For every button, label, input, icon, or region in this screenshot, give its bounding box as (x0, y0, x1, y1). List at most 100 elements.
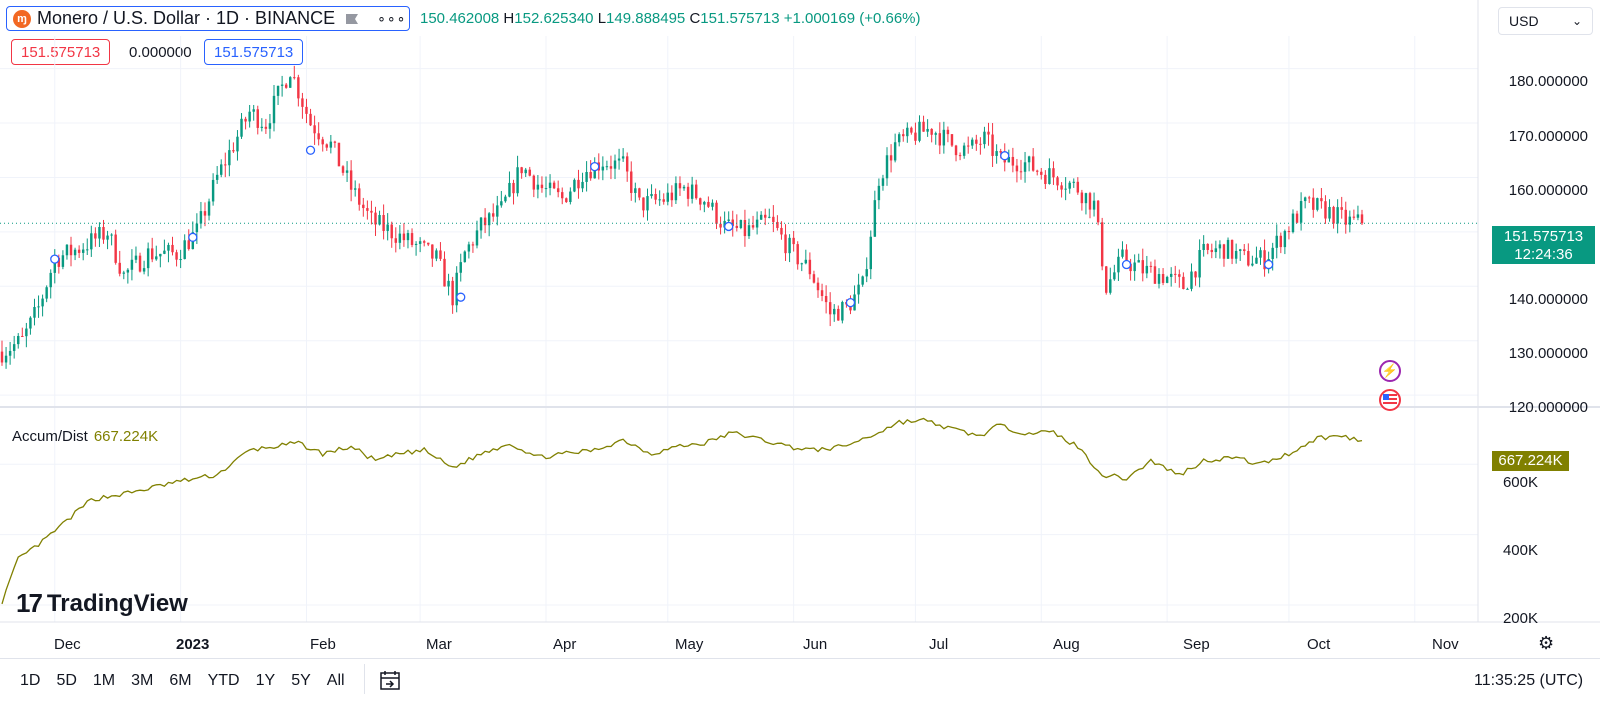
candle-body (1344, 209, 1347, 225)
candle-body (536, 184, 540, 190)
candle-body (971, 139, 974, 146)
candle-body (930, 128, 933, 135)
candle-body (171, 244, 174, 253)
candle-body (305, 106, 308, 114)
range-5y[interactable]: 5Y (291, 672, 311, 689)
flag-icon[interactable] (345, 13, 359, 25)
candle-body (1308, 197, 1311, 199)
indicator-legend[interactable]: Accum/Dist 667.224K (12, 428, 158, 445)
candle-body (865, 269, 868, 277)
candle-body (1015, 165, 1019, 172)
range-6m[interactable]: 6M (169, 672, 192, 689)
candle-body (528, 169, 531, 176)
indicator-name: Accum/Dist (12, 428, 88, 445)
candle-body (362, 204, 365, 209)
candle-body (634, 188, 637, 193)
candle-body (565, 198, 568, 203)
candle-body (1263, 250, 1266, 270)
candle-body (1109, 279, 1112, 293)
candle-body (585, 171, 588, 182)
candle-body (991, 134, 994, 156)
range-1d[interactable]: 1D (20, 672, 41, 689)
candle-body (772, 216, 775, 222)
candle-body (1303, 197, 1307, 202)
candle-body (232, 150, 235, 152)
candle-body (678, 183, 682, 189)
time-label-apr: Apr (553, 636, 577, 653)
candle-body (1145, 265, 1149, 274)
candle-body (65, 244, 69, 256)
candle-body (309, 113, 312, 126)
last-price-tag: 151.575713 12:24:36 (1492, 226, 1595, 264)
candle-body (617, 158, 621, 161)
range-3m[interactable]: 3M (131, 672, 154, 689)
candle-body (479, 217, 483, 231)
candle-body (1194, 271, 1197, 278)
candle-body (329, 141, 333, 148)
range-5d[interactable]: 5D (56, 672, 77, 689)
candle-body (1088, 193, 1092, 210)
candle-body (1340, 207, 1343, 210)
candle-body (268, 123, 272, 129)
candle-body (861, 276, 864, 285)
more-icon[interactable]: ∘∘∘ (377, 10, 407, 26)
candle-body (4, 355, 8, 363)
lightning-event-icon[interactable]: ⚡ (1379, 360, 1401, 382)
symbol-header[interactable]: ɱ Monero / U.S. Dollar · 1D · BINANCE ∘∘… (6, 6, 410, 31)
candle-body (358, 188, 361, 205)
candle-body (938, 133, 942, 146)
range-1y[interactable]: 1Y (255, 672, 276, 689)
settings-gear-icon[interactable]: ⚙ (1538, 633, 1555, 653)
close-value: 151.575713 (700, 10, 780, 27)
ad-tick-200k: 200K (1502, 610, 1538, 627)
buy-button[interactable]: 151.575713 (204, 39, 304, 65)
candle-body (483, 217, 487, 226)
us-flag-event-icon[interactable] (1379, 389, 1401, 411)
range-1m[interactable]: 1M (92, 672, 116, 689)
monero-logo-icon: ɱ (13, 9, 31, 28)
candle-body (366, 208, 369, 211)
high-label: H (503, 10, 515, 27)
candle-body (735, 225, 739, 228)
candle-body (297, 77, 300, 99)
time-label-dec: Dec (54, 636, 81, 653)
candle-body (1360, 214, 1364, 224)
candle-body (889, 155, 893, 161)
utc-clock[interactable]: 11:35:25 (UTC) (1474, 672, 1584, 689)
candle-body (719, 223, 722, 228)
range-separator (364, 664, 365, 694)
candle-body (589, 171, 592, 179)
sell-button[interactable]: 151.575713 (11, 39, 111, 65)
currency-select[interactable]: USD ⌄ (1498, 7, 1593, 35)
candle-body (435, 250, 438, 259)
candle-body (1328, 206, 1331, 219)
candle-body (272, 95, 276, 124)
candle-body (1352, 216, 1356, 218)
candle-body (49, 272, 52, 288)
range-ytd[interactable]: YTD (207, 672, 240, 689)
range-all[interactable]: All (326, 672, 345, 689)
candle-body (654, 194, 657, 200)
candle-body (1137, 260, 1140, 263)
candle-body (893, 142, 897, 161)
goto-date-icon[interactable] (379, 669, 401, 691)
candle-body (276, 85, 280, 96)
candle-body (751, 225, 755, 228)
candle-body (406, 233, 410, 241)
candle-body (1279, 235, 1283, 248)
candle-body (220, 164, 223, 175)
candle-body (1125, 249, 1128, 264)
candle-body (926, 128, 929, 132)
candle-body (61, 255, 65, 267)
range-bar: 1D 5D 1M 3M 6M YTD 1Y 5Y All (20, 672, 361, 690)
marker-layer (50, 145, 1274, 308)
candle-body (1153, 266, 1157, 284)
time-label-may: May (675, 636, 704, 653)
candle-body (500, 201, 503, 206)
candle-body (8, 350, 12, 356)
tradingview-logo[interactable]: 17 TradingView (16, 588, 188, 619)
candle-body (711, 202, 714, 207)
candle-body (573, 179, 576, 192)
candle-body (540, 184, 544, 189)
